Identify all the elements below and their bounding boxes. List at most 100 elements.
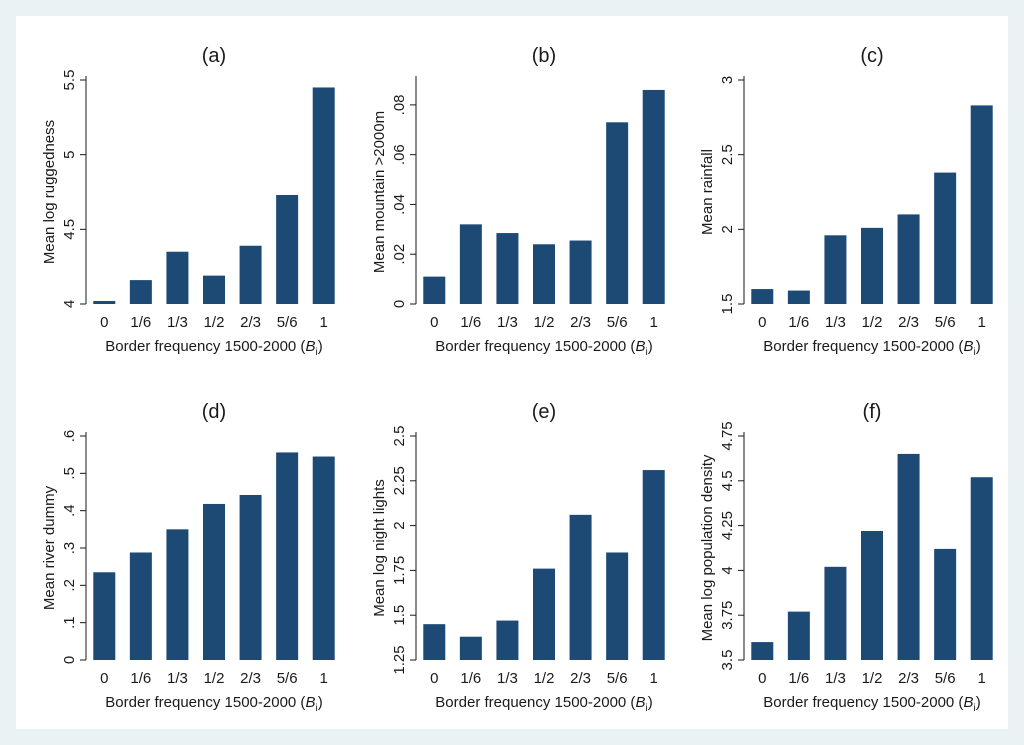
- bar: [533, 244, 555, 304]
- x-axis-label-close: ): [318, 338, 323, 355]
- y-tick-label: .3: [61, 542, 78, 555]
- x-axis-label-text: Border frequency 1500-2000 (: [435, 694, 635, 711]
- bar: [897, 214, 920, 304]
- bar: [496, 620, 519, 660]
- chart-panel-1: (a) 4 4.5 5 5.5 Mean log ruggedness 0 1/6 1/3 1/2…: [41, 45, 335, 358]
- y-tick-label: .6: [61, 430, 78, 443]
- x-axis-label-variable: B: [635, 338, 645, 355]
- x-tick-label: 1: [650, 314, 658, 331]
- bar: [751, 642, 774, 660]
- y-tick-label: .06: [391, 144, 408, 165]
- bar: [787, 290, 810, 304]
- x-tick-label: 2/3: [898, 670, 919, 687]
- x-tick-label: 5/6: [277, 670, 298, 687]
- x-axis-label: Border frequency 1500-2000 (Bi): [105, 338, 322, 358]
- x-tick-label: 1/3: [825, 670, 846, 687]
- y-tick-label: 4: [719, 566, 736, 574]
- x-axis-label-subscript: i: [315, 703, 317, 714]
- x-tick-label: 1: [978, 314, 986, 331]
- chart-panel-5: (e) 1.25 1.5 1.75 2 2.25 2.5 Mean log night lig…: [371, 401, 665, 714]
- y-tick-label: .5: [61, 467, 78, 480]
- x-tick-label: 1/3: [825, 314, 846, 331]
- x-tick-label: 1/6: [460, 670, 481, 687]
- x-tick-label: 1: [978, 670, 986, 687]
- bar: [166, 529, 189, 660]
- y-tick-label: 5: [61, 150, 78, 158]
- bar: [642, 470, 665, 660]
- bar: [569, 514, 592, 660]
- bar: [824, 566, 847, 660]
- bar: [312, 456, 335, 660]
- x-axis-label-subscript: i: [645, 347, 647, 358]
- bar: [459, 224, 482, 304]
- x-axis-label-variable: B: [635, 694, 645, 711]
- x-axis-label-close: ): [318, 694, 323, 711]
- x-tick-label: 1/2: [204, 670, 225, 687]
- x-tick-label: 2/3: [570, 314, 591, 331]
- x-axis-label: Border frequency 1500-2000 (Bi): [105, 694, 322, 714]
- x-axis-label-variable: B: [305, 694, 315, 711]
- x-axis-label-variable: B: [963, 694, 973, 711]
- x-tick-label: 1/3: [497, 314, 518, 331]
- x-axis-label-text: Border frequency 1500-2000 (: [105, 338, 305, 355]
- y-tick-label: 4.75: [719, 421, 736, 450]
- x-axis-label-close: ): [976, 694, 981, 711]
- x-axis-label-text: Border frequency 1500-2000 (: [763, 694, 963, 711]
- x-axis-label: Border frequency 1500-2000 (Bi): [435, 694, 652, 714]
- bar: [312, 87, 335, 304]
- bar: [642, 89, 665, 304]
- y-tick-label: .4: [61, 504, 78, 517]
- y-tick-label: .1: [61, 616, 78, 629]
- figure: (a) 4 4.5 5 5.5 Mean log ruggedness 0 1/6 1/3 1/2…: [16, 16, 1008, 729]
- bar: [459, 636, 482, 660]
- x-tick-label: 1/2: [204, 314, 225, 331]
- x-axis-label-close: ): [648, 338, 653, 355]
- bar: [606, 552, 629, 660]
- x-tick-label: 5/6: [935, 314, 956, 331]
- bar: [934, 172, 957, 304]
- x-axis-label: Border frequency 1500-2000 (Bi): [763, 338, 980, 358]
- x-axis-label-subscript: i: [973, 347, 975, 358]
- x-tick-label: 1/2: [862, 314, 883, 331]
- y-tick-label: 1.5: [719, 294, 736, 315]
- x-axis-label-text: Border frequency 1500-2000 (: [763, 338, 963, 355]
- bar: [166, 251, 189, 304]
- x-tick-label: 1/2: [862, 670, 883, 687]
- y-tick-label: .04: [391, 194, 408, 215]
- bar: [129, 280, 152, 304]
- x-tick-label: 0: [100, 670, 108, 687]
- y-tick-label: .08: [391, 94, 408, 115]
- panel-title: (b): [532, 45, 556, 67]
- x-tick-label: 1/3: [167, 670, 188, 687]
- y-axis-label: Mean mountain >2000m: [371, 111, 388, 273]
- bar: [970, 477, 993, 660]
- x-tick-label: 0: [100, 314, 108, 331]
- y-tick-label: 0: [61, 656, 78, 664]
- y-tick-label: 2: [391, 521, 408, 529]
- x-tick-label: 1: [320, 670, 328, 687]
- x-tick-label: 1/6: [460, 314, 481, 331]
- x-axis-label-subscript: i: [315, 347, 317, 358]
- x-tick-label: 2/3: [898, 314, 919, 331]
- panel-title: (e): [532, 401, 556, 423]
- bar: [276, 194, 299, 304]
- y-axis-label: Mean log population density: [699, 454, 716, 641]
- bar: [239, 245, 262, 304]
- y-tick-label: 4.25: [719, 511, 736, 540]
- x-tick-label: 5/6: [277, 314, 298, 331]
- bar: [606, 122, 629, 304]
- bar: [496, 233, 519, 304]
- y-tick-label: .02: [391, 244, 408, 265]
- x-tick-label: 1/3: [167, 314, 188, 331]
- bar: [129, 552, 152, 660]
- x-tick-label: 1/2: [534, 314, 555, 331]
- x-tick-label: 5/6: [607, 670, 628, 687]
- chart-panel-3: (c) 1.5 2 2.5 3 Mean rainfall 0 1/6 1/3 1/2 2/3 5/6…: [699, 45, 993, 358]
- x-tick-label: 0: [430, 314, 438, 331]
- x-tick-label: 2/3: [570, 670, 591, 687]
- chart-panel-4: (d) 0 .1 .2 .3 .4 .5 .6 Mean river dummy 0 1/6 1/3 1…: [41, 401, 335, 714]
- x-tick-label: 1/6: [130, 670, 151, 687]
- x-axis-label-subscript: i: [973, 703, 975, 714]
- y-tick-label: 3.75: [719, 601, 736, 630]
